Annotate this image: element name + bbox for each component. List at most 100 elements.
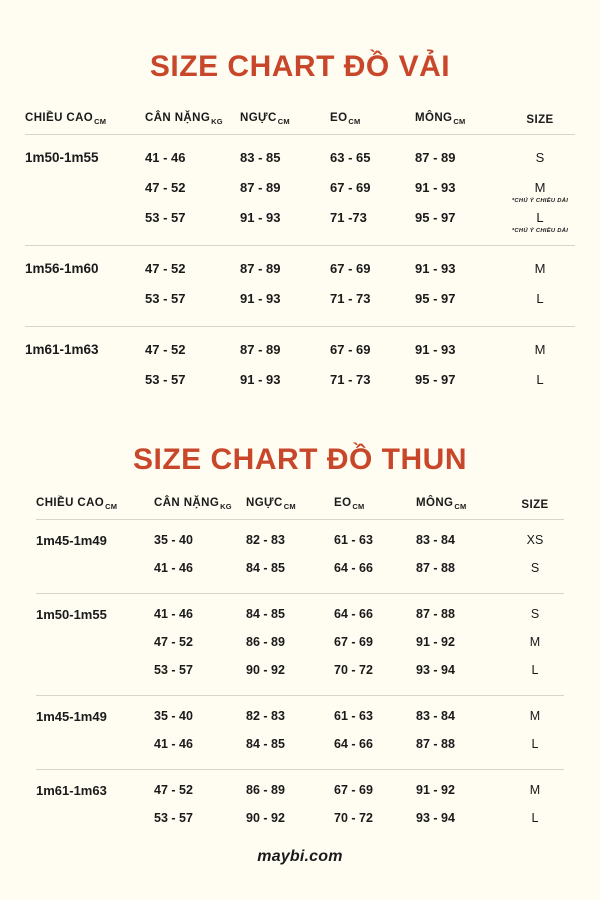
column-header-label: NGỰC bbox=[246, 497, 283, 509]
cell-waist: 64 - 66 bbox=[334, 736, 416, 753]
cell-waist: 67 - 69 bbox=[334, 782, 416, 799]
column-header-5: SIZE bbox=[510, 114, 570, 126]
cell-value: 90 - 92 bbox=[246, 663, 285, 678]
cell-value: 84 - 85 bbox=[246, 561, 285, 576]
page-title-do-vai: SIZE CHART ĐỒ VẢI bbox=[149, 50, 451, 83]
cell-waist: 71 -73 bbox=[330, 209, 415, 227]
table-row: 1m45-1m49 35 - 40 82 - 83 61 - 63 83 - 84 M bbox=[36, 708, 564, 736]
cell-hip: 91 - 93 bbox=[415, 260, 510, 278]
cell-value: 53 - 57 bbox=[145, 210, 186, 226]
cell-size: L bbox=[506, 662, 564, 679]
cell-value: 91 - 92 bbox=[416, 635, 455, 650]
cell-weight: 41 - 46 bbox=[154, 560, 246, 577]
cell-value: 83 - 84 bbox=[416, 709, 455, 724]
cell-value: S bbox=[535, 150, 545, 166]
column-header-2: NGỰCCM bbox=[240, 112, 330, 126]
cell-value: 61 - 63 bbox=[334, 533, 373, 548]
cell-waist: 67 - 69 bbox=[330, 341, 415, 359]
cell-value: M bbox=[529, 635, 541, 650]
column-header-5: SIZE bbox=[506, 499, 564, 511]
cell-weight: 53 - 57 bbox=[145, 209, 240, 227]
table-header-row-do-thun: CHIỀU CAOCM CÂN NẶNGKG NGỰCCM EOCM MÔNGCM SIZ… bbox=[36, 497, 564, 519]
table-row: 53 - 57 90 - 92 70 - 72 93 - 94 L bbox=[36, 810, 564, 838]
cell-value: 71 - 73 bbox=[330, 372, 371, 388]
cell-value: 91 - 93 bbox=[240, 210, 281, 226]
cell-value: 87 - 89 bbox=[240, 342, 281, 358]
cell-value: 87 - 89 bbox=[240, 180, 281, 196]
column-header-label: EO bbox=[334, 497, 352, 509]
cell-value: 91 - 93 bbox=[415, 180, 456, 196]
cell-hip: 87 - 89 bbox=[415, 149, 510, 167]
cell-weight: 47 - 52 bbox=[154, 634, 246, 651]
cell-size: M bbox=[510, 260, 570, 278]
column-header-1: CÂN NẶNGKG bbox=[145, 112, 240, 126]
column-header-unit: CM bbox=[283, 502, 296, 512]
cell-height: 1m50-1m55 bbox=[36, 607, 107, 623]
cell-weight: 35 - 40 bbox=[154, 708, 246, 725]
cell-value: 67 - 69 bbox=[334, 783, 373, 798]
cell-value: 91 - 93 bbox=[415, 342, 456, 358]
cell-size: M bbox=[506, 708, 564, 725]
column-header-label: SIZE bbox=[526, 114, 554, 127]
cell-height: 1m56-1m60 bbox=[25, 261, 99, 277]
column-header-unit: CM bbox=[454, 502, 467, 512]
cell-value: 93 - 94 bbox=[416, 663, 455, 678]
cell-value: 91 - 93 bbox=[415, 261, 456, 277]
cell-weight: 53 - 57 bbox=[154, 810, 246, 827]
cell-value: M bbox=[534, 342, 546, 358]
cell-height: 1m50-1m55 bbox=[25, 150, 99, 166]
cell-size: S bbox=[506, 606, 564, 623]
table-row: 47 - 52 87 - 89 67 - 69 91 - 93 M *CHÚ Ý CHIỀ… bbox=[25, 179, 575, 209]
table-row: 53 - 57 91 - 93 71 -73 95 - 97 L *CHÚ Ý CHIỀU… bbox=[25, 209, 575, 239]
cell-hip: 91 - 92 bbox=[416, 782, 506, 799]
size-group: 1m61-1m63 47 - 52 87 - 89 67 - 69 91 - 93 M 53… bbox=[25, 327, 575, 407]
cell-value: 67 - 69 bbox=[330, 342, 371, 358]
cell-value: 70 - 72 bbox=[334, 663, 373, 678]
cell-value: 35 - 40 bbox=[154, 533, 193, 548]
column-header-label: MÔNG bbox=[415, 112, 453, 124]
cell-value: 47 - 52 bbox=[145, 342, 186, 358]
cell-weight: 47 - 52 bbox=[145, 260, 240, 278]
page-title-do-thun: SIZE CHART ĐỒ THUN bbox=[133, 443, 467, 476]
cell-size: M *CHÚ Ý CHIỀU DÀI bbox=[510, 179, 570, 205]
table-row: 41 - 46 84 - 85 64 - 66 87 - 88 S bbox=[36, 560, 564, 588]
cell-value: 41 - 46 bbox=[154, 737, 193, 752]
cell-height: 1m45-1m49 bbox=[36, 709, 107, 725]
cell-bust: 91 - 93 bbox=[240, 209, 330, 227]
cell-bust: 86 - 89 bbox=[246, 634, 334, 651]
cell-weight: 47 - 52 bbox=[145, 179, 240, 197]
cell-value: 84 - 85 bbox=[246, 607, 285, 622]
cell-value: 71 - 73 bbox=[330, 291, 371, 307]
cell-size: M bbox=[510, 341, 570, 359]
cell-hip: 83 - 84 bbox=[416, 532, 506, 549]
cell-bust: 84 - 85 bbox=[246, 606, 334, 623]
table-row: 1m61-1m63 47 - 52 86 - 89 67 - 69 91 - 92 M bbox=[36, 782, 564, 810]
cell-value: 87 - 89 bbox=[240, 261, 281, 277]
cell-bust: 91 - 93 bbox=[240, 371, 330, 389]
table-row: 1m50-1m55 41 - 46 83 - 85 63 - 65 87 - 89 S bbox=[25, 149, 575, 179]
cell-value: 64 - 66 bbox=[334, 607, 373, 622]
cell-value: 95 - 97 bbox=[415, 291, 456, 307]
cell-waist: 67 - 69 bbox=[330, 179, 415, 197]
cell-value: 53 - 57 bbox=[145, 372, 186, 388]
header-divider bbox=[25, 134, 575, 136]
column-header-2: NGỰCCM bbox=[246, 497, 334, 511]
column-header-label: MÔNG bbox=[416, 497, 454, 509]
column-header-4: MÔNGCM bbox=[415, 112, 510, 126]
cell-value: 70 - 72 bbox=[334, 811, 373, 826]
cell-value: L bbox=[536, 372, 544, 388]
cell-waist: 61 - 63 bbox=[334, 532, 416, 549]
group-divider bbox=[25, 326, 575, 328]
group-divider bbox=[36, 769, 564, 771]
cell-value: 47 - 52 bbox=[154, 783, 193, 798]
group-divider bbox=[36, 593, 564, 595]
cell-value: 84 - 85 bbox=[246, 737, 285, 752]
cell-value: L bbox=[531, 663, 539, 678]
cell-bust: 90 - 92 bbox=[246, 662, 334, 679]
column-header-label: NGỰC bbox=[240, 112, 277, 124]
cell-value: L bbox=[536, 210, 544, 226]
cell-bust: 90 - 92 bbox=[246, 810, 334, 827]
cell-value: 35 - 40 bbox=[154, 709, 193, 724]
column-header-0: CHIỀU CAOCM bbox=[25, 112, 145, 126]
